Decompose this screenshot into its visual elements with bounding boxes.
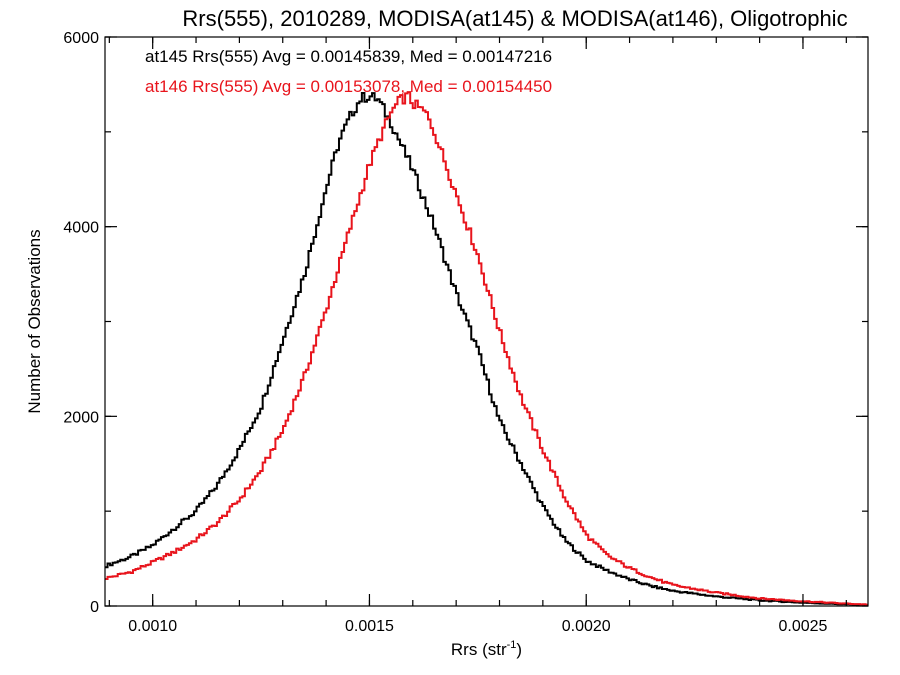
annotation-at145: at145 Rrs(555) Avg = 0.00145839, Med = 0… bbox=[145, 47, 552, 66]
x-axis-label-superscript: -1 bbox=[507, 639, 517, 651]
x-tick-label: 0.0015 bbox=[345, 618, 394, 635]
x-tick-label: 0.0025 bbox=[779, 618, 828, 635]
y-tick-label: 2000 bbox=[63, 409, 99, 426]
ticks-layer: 0.0010 0.0015 0.0020 0.0025 0 2000 4000 6000 bbox=[63, 30, 868, 635]
y-axis-label: Number of Observations bbox=[25, 229, 44, 413]
series-at146-line bbox=[105, 91, 868, 606]
y-tick-label: 0 bbox=[90, 599, 99, 616]
x-axis-label-end: ) bbox=[516, 640, 522, 659]
x-axis-label: Rrs (str-1) bbox=[451, 639, 522, 659]
plot-frame bbox=[104, 36, 869, 607]
annotation-at146: at146 Rrs(555) Avg = 0.00153078, Med = 0… bbox=[145, 77, 552, 96]
series-at145-line bbox=[105, 92, 868, 607]
x-axis-label-main: Rrs (str bbox=[451, 640, 507, 659]
chart-title: Rrs(555), 2010289, MODISA(at145) & MODIS… bbox=[182, 6, 847, 31]
y-tick-label: 6000 bbox=[63, 30, 99, 47]
series-layer bbox=[105, 91, 868, 607]
x-tick-label: 0.0020 bbox=[562, 618, 611, 635]
x-tick-label: 0.0010 bbox=[128, 618, 177, 635]
y-tick-label: 4000 bbox=[63, 220, 99, 237]
